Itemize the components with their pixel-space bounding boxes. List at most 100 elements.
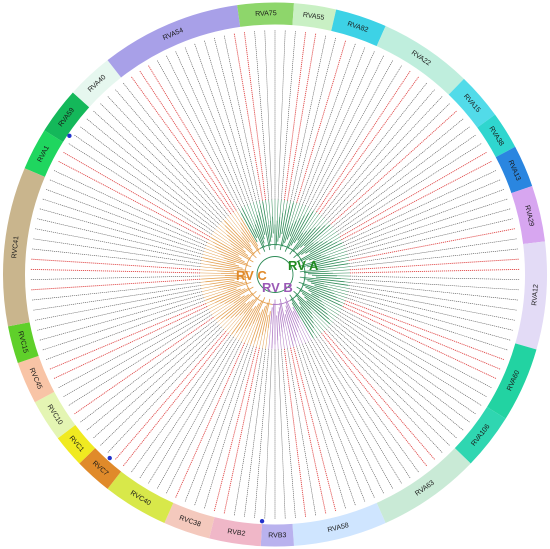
tip-label <box>184 46 248 205</box>
tree-branch <box>215 288 246 303</box>
tree-branch <box>209 264 247 271</box>
tree-branch <box>284 314 294 347</box>
tree-branch <box>291 302 314 339</box>
tree-branch <box>279 199 282 217</box>
tree-branch <box>272 300 291 305</box>
tip-label <box>277 29 286 200</box>
tree-branch <box>329 323 331 325</box>
tip-label <box>264 349 273 520</box>
tree-branch <box>208 239 214 243</box>
tree-branch <box>268 199 271 221</box>
tree-branch <box>285 200 288 210</box>
tree-branch <box>259 244 306 301</box>
tree-branch <box>243 296 258 314</box>
tree-branch <box>215 228 229 240</box>
tree-branch <box>253 341 256 347</box>
tree-branch <box>202 257 240 267</box>
tree-branch <box>308 254 322 261</box>
tip-label <box>79 126 216 230</box>
ring-segment <box>107 5 241 78</box>
tree-branch <box>230 302 246 319</box>
ring-segment-label: RVB2 <box>227 528 246 538</box>
tip-label <box>223 34 260 202</box>
tree-branch <box>285 309 296 342</box>
tree-branch <box>244 205 255 229</box>
ring-segment-label: RVB3 <box>268 532 286 539</box>
tip-label <box>31 248 201 267</box>
tree-branch <box>200 263 210 266</box>
tree-branch <box>244 323 254 344</box>
tip-label <box>223 347 260 515</box>
tree-branch <box>253 202 258 216</box>
tree-branch <box>205 301 211 304</box>
tree-branch <box>313 255 326 261</box>
tree-branch <box>256 312 261 322</box>
tree-branch <box>215 294 249 320</box>
tree-branch <box>232 247 251 260</box>
tree-branch <box>226 234 244 249</box>
tree-branch <box>313 327 320 336</box>
tree-branch <box>212 241 239 256</box>
tip-label <box>99 102 222 223</box>
tip-label <box>310 59 394 209</box>
tree-branch <box>312 318 325 332</box>
tree-branch <box>264 314 269 332</box>
tip-label <box>99 326 222 447</box>
tip-label <box>349 238 518 264</box>
tip-label <box>328 326 451 447</box>
tree-branch <box>224 286 254 304</box>
tree-branch <box>311 260 344 268</box>
tip-label <box>264 29 273 200</box>
tip-label <box>349 248 519 267</box>
tip-label <box>296 346 347 510</box>
tip-label <box>348 288 516 321</box>
tree-branch <box>241 231 250 243</box>
tip-label <box>346 198 509 252</box>
ring-segment <box>209 517 262 547</box>
tree-branch <box>283 327 288 349</box>
tree-branch <box>343 260 349 262</box>
tip-label <box>213 347 257 512</box>
tip-label <box>147 338 237 485</box>
tree-branch <box>330 251 347 257</box>
tree-branch <box>307 259 340 268</box>
tree-branch <box>217 226 228 236</box>
tree-branch <box>200 275 226 277</box>
tree-branch <box>259 201 261 207</box>
ring-segment-label: RVA29 <box>523 205 535 228</box>
tree-branch <box>230 334 232 336</box>
tip-label <box>316 70 411 213</box>
tip-label <box>31 282 201 301</box>
ring-segment <box>164 502 215 539</box>
tip-label <box>48 303 207 370</box>
tree-branch <box>279 336 282 350</box>
tip-label <box>203 346 254 510</box>
tree-branch <box>322 231 337 242</box>
tree-branch <box>324 283 349 289</box>
tree-branch <box>206 260 243 269</box>
tree-branch <box>294 341 297 347</box>
tip-label <box>147 64 237 211</box>
tip-label <box>114 330 227 461</box>
tip-label <box>342 169 497 243</box>
tip-label <box>53 306 208 380</box>
tip-label <box>165 341 242 495</box>
tip-label <box>34 288 202 321</box>
tree-branch <box>262 201 271 246</box>
tree-branch <box>308 289 343 307</box>
tree-branch <box>292 306 300 319</box>
tip-label <box>165 54 242 208</box>
tree-branch <box>300 226 321 248</box>
tree-branch <box>281 209 287 235</box>
tip-label <box>62 151 211 238</box>
tip-label <box>323 330 436 461</box>
tree-branch <box>304 296 328 315</box>
tree-branch <box>270 307 273 325</box>
tip-labels <box>30 29 520 520</box>
tip-label <box>156 59 240 209</box>
tip-label <box>349 275 520 280</box>
tree-branch <box>223 316 236 330</box>
tip-label <box>310 340 394 490</box>
